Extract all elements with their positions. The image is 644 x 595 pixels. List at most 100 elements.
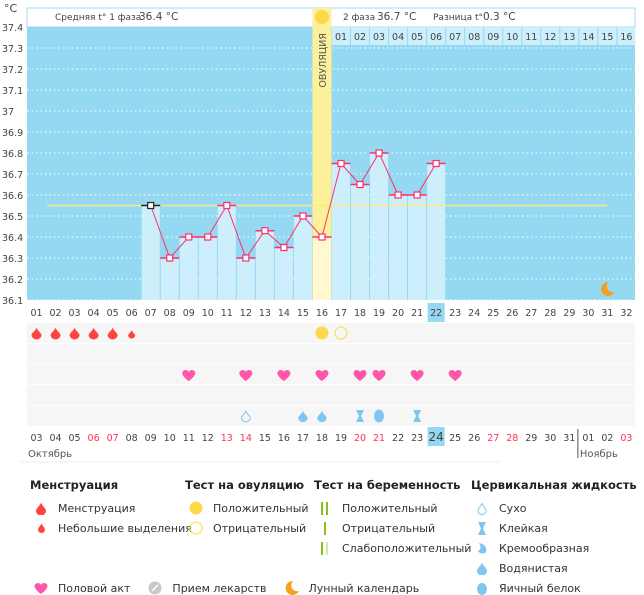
heart-icon: [30, 582, 52, 595]
date-label: 16: [278, 433, 290, 444]
date-label: 28: [506, 433, 518, 444]
date-label: 05: [69, 433, 81, 444]
temperature-bar: [217, 205, 236, 300]
phase2-day-cell: [465, 27, 484, 45]
heart-icon: [448, 370, 462, 381]
legend-label: Небольшие выделения: [58, 521, 192, 535]
diff-value: 0.3 °C: [483, 11, 516, 23]
temperature-point: [204, 233, 212, 241]
date-label: 01: [582, 433, 594, 444]
temperature-point: [185, 233, 193, 241]
date-label: 26: [468, 433, 480, 444]
blood-drop-icon: [69, 327, 80, 340]
sticky-icon: [471, 521, 493, 535]
date-label: 21: [373, 433, 385, 444]
y-tick-label: 37.2: [2, 65, 23, 76]
small-blood-drop-icon: [30, 523, 52, 533]
phase2-day-label: 02: [354, 32, 366, 43]
legend-label: Водянистая: [499, 561, 568, 575]
date-label: 22: [392, 433, 404, 444]
heart-icon: [239, 370, 253, 381]
phase2-day-cell: [408, 27, 427, 45]
date-label: 09: [145, 433, 157, 444]
date-label: 10: [164, 433, 176, 444]
temperature-point: [280, 243, 288, 252]
phase2-day-label: 12: [544, 32, 556, 43]
heart-icon: [182, 370, 196, 381]
temperature-bar: [370, 153, 389, 300]
y-tick-label: 36.8: [2, 149, 23, 160]
cycle-day-label: 26: [506, 308, 518, 319]
date-label: 14: [240, 433, 252, 444]
legend-label: Положительный: [342, 501, 438, 515]
phase2-day-cell: [389, 27, 408, 45]
cycle-day-label: 01: [30, 308, 42, 319]
phase2-day-cell: [503, 27, 522, 45]
temperature-bar: [274, 247, 293, 300]
phase2-day-label: 16: [620, 32, 632, 43]
legend-label: Отрицательный: [342, 521, 436, 535]
date-label: 20: [354, 433, 366, 444]
y-tick-label: 36.3: [2, 254, 23, 265]
legend-cervical-fluid: Цервикальная жидкость Сухо Клейкая Кремо…: [471, 478, 637, 595]
one-line-icon: [314, 521, 336, 535]
temperature-point: [242, 254, 250, 262]
cycle-day-label: 12: [240, 308, 252, 319]
legend-label: Яичный белок: [499, 581, 581, 595]
cycle-day-label: 09: [183, 308, 195, 319]
date-label: 31: [563, 433, 575, 444]
sticky-icon: [413, 410, 422, 422]
cycle-day-label: 27: [525, 308, 537, 319]
date-label: 04: [49, 433, 61, 444]
ovulation-positive-icon: [315, 326, 329, 340]
cycle-day-label: 14: [278, 308, 290, 319]
temperature-bar: [331, 163, 351, 300]
sticky-icon: [356, 410, 365, 422]
y-tick-label: 37.3: [2, 44, 23, 55]
date-label: 25: [449, 433, 461, 444]
temperature-point: [356, 180, 364, 189]
temperature-bar: [408, 195, 427, 300]
date-label: 11: [183, 433, 195, 444]
heart-icon: [353, 370, 367, 381]
date-label: 24: [429, 430, 444, 444]
temperature-point: [223, 201, 231, 210]
watery-drop-icon: [298, 410, 308, 423]
phase2-day-label: 15: [601, 32, 613, 43]
date-label: 03: [620, 433, 632, 444]
ovulation-sun-icon: [314, 10, 329, 24]
temperature-point: [318, 233, 326, 241]
legend-label: Сухо: [499, 501, 527, 515]
y-tick-label: 37.1: [2, 86, 23, 97]
temperature-bar: [293, 216, 312, 300]
cycle-day-label: 08: [164, 308, 176, 319]
cycle-day-label: 25: [487, 308, 499, 319]
temperature-point: [261, 227, 269, 235]
egg-white-icon: [471, 582, 493, 595]
blood-drop-icon: [30, 501, 52, 515]
moon-icon: [281, 581, 303, 595]
phase2-day-cell: [522, 27, 541, 45]
temperature-bar: [389, 195, 408, 300]
phase2-day-label: 04: [392, 32, 404, 43]
date-label: 03: [30, 433, 42, 444]
date-label: 29: [525, 433, 537, 444]
temperature-bar: [179, 237, 198, 300]
date-label: 15: [259, 433, 271, 444]
phase2-day-label: 10: [506, 32, 518, 43]
phase2-day-cell: [484, 27, 503, 45]
dry-drop-icon: [471, 502, 493, 515]
date-label: 27: [487, 433, 499, 444]
y-tick-label: 36.1: [2, 296, 23, 307]
y-tick-label: 37: [2, 107, 14, 118]
legend-menstruation: Менструация Менструация Небольшие выделе…: [30, 478, 192, 538]
date-label: 18: [316, 433, 328, 444]
legend-label: Клейкая: [499, 521, 548, 535]
blood-drop-icon: [107, 327, 118, 340]
ovulation-column: [312, 8, 332, 300]
date-label: 13: [221, 433, 233, 444]
date-label: 30: [544, 433, 556, 444]
legend-bottom: Половой акт Прием лекарств Лунный календ…: [30, 578, 419, 595]
